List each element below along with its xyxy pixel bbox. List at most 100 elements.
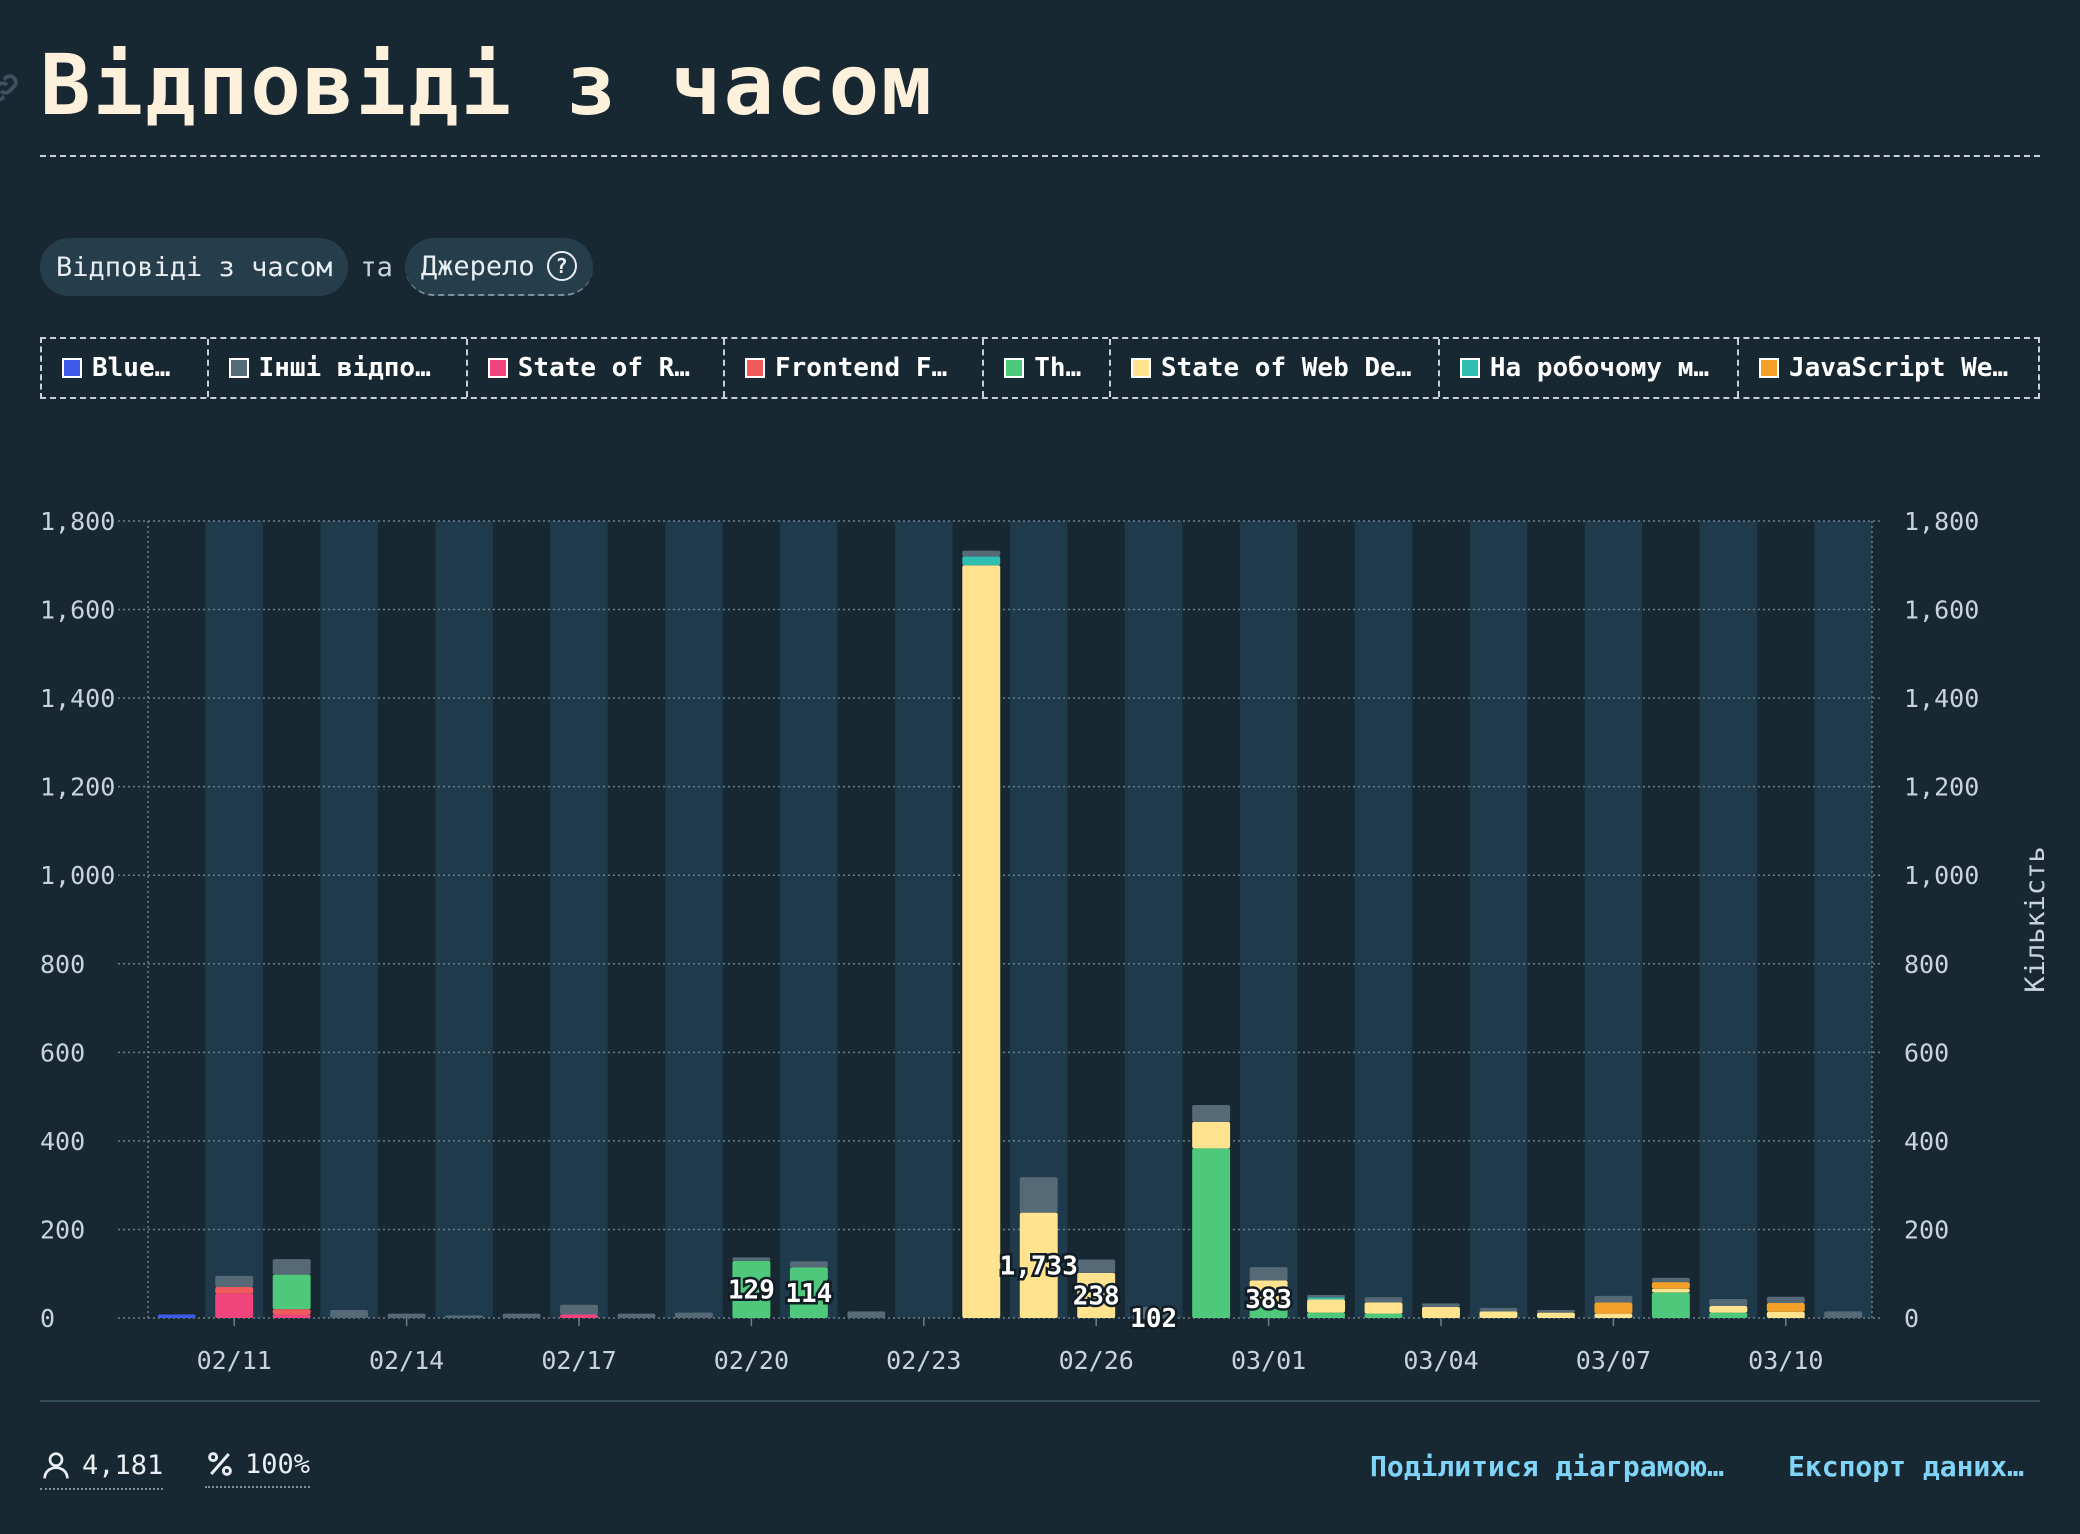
legend-label: Blue…: [92, 353, 171, 383]
variable-selector[interactable]: Відповіді з часом: [40, 238, 349, 296]
bar-segment: [272, 1274, 311, 1310]
legend-swatch: [1130, 358, 1151, 378]
bar-segment: [1766, 1311, 1805, 1318]
bar-segment: [215, 1287, 254, 1294]
bar-segment: [674, 1312, 713, 1318]
column-band: [1814, 521, 1872, 1318]
bar-segment: [1307, 1294, 1346, 1298]
export-data-link[interactable]: Експорт даних…: [1788, 1450, 2025, 1483]
legend-swatch: [1459, 358, 1480, 378]
title-divider: [40, 155, 2040, 157]
user-icon: [43, 1452, 69, 1479]
respondents-value: 4,181: [82, 1449, 164, 1481]
bar-segment: [445, 1315, 484, 1318]
legend-label: Інші відпо…: [258, 353, 431, 383]
bar-segment: [215, 1275, 254, 1288]
column-band: [320, 521, 378, 1318]
percent-value-box[interactable]: 100%: [205, 1448, 311, 1488]
facet-selector[interactable]: Джерело ?: [404, 238, 593, 296]
x-tick-label: 02/11: [197, 1346, 272, 1375]
help-icon[interactable]: ?: [546, 251, 577, 281]
bar-segment: [1536, 1312, 1575, 1318]
column-band: [550, 521, 608, 1318]
legend-item[interactable]: Th…: [984, 339, 1111, 397]
column-band: [1239, 521, 1298, 1318]
x-tick-label: 03/04: [1403, 1346, 1478, 1375]
bar-segment: [1766, 1302, 1805, 1312]
legend-label: Frontend F…: [774, 353, 948, 383]
bar-segment: [1192, 1121, 1231, 1149]
legend-item[interactable]: State of Web De…: [1111, 339, 1440, 397]
bar-segment: [1766, 1296, 1805, 1303]
bar-segment: [1307, 1312, 1346, 1318]
legend-label: State of R…: [517, 353, 690, 383]
legend-item[interactable]: Blue…: [42, 339, 209, 397]
footer-divider: [40, 1400, 2040, 1402]
link-icon[interactable]: [0, 70, 22, 106]
bar-segment: [732, 1260, 771, 1318]
y-tick-label-right: 1,200: [1904, 773, 1979, 802]
y-tick-label-right: 1,800: [1904, 507, 1979, 536]
y-tick-label-right: 1,000: [1904, 861, 1979, 890]
data-label: 1,733: [1000, 1251, 1078, 1281]
bar-segment: [789, 1261, 828, 1268]
data-label: 129: [728, 1275, 775, 1305]
bar-segment: [1594, 1313, 1633, 1318]
bar-segment: [1479, 1311, 1518, 1318]
chart-legend: Blue… Інші відпо… State of R… Frontend F… Th…: [40, 337, 2040, 399]
bar-segment: [215, 1293, 254, 1318]
bar-segment: [1077, 1259, 1116, 1273]
bar-segment: [1709, 1306, 1748, 1313]
bar-segment: [1422, 1303, 1460, 1307]
bar-segment: [1364, 1302, 1403, 1314]
bar-segment: [1422, 1306, 1460, 1318]
legend-item[interactable]: На робочому м…: [1440, 339, 1739, 397]
bar-segment: [617, 1313, 656, 1318]
facet-selector-label: Джерело: [420, 250, 535, 282]
y-tick-label-left: 0: [40, 1304, 55, 1333]
bar-segment: [272, 1314, 311, 1318]
column-band: [1124, 521, 1183, 1318]
data-label: 238: [1073, 1281, 1120, 1311]
data-label: 114: [785, 1279, 832, 1309]
bar-segment: [1307, 1297, 1346, 1300]
bar-segment: [1134, 1306, 1173, 1318]
legend-item[interactable]: State of R…: [468, 339, 725, 397]
bar-segment: [1651, 1288, 1690, 1293]
bar-segment: [1192, 1105, 1231, 1122]
x-tick-label: 03/01: [1231, 1346, 1306, 1375]
bar-segment: [1651, 1292, 1690, 1318]
column-band: [1699, 521, 1758, 1318]
share-chart-link[interactable]: Поділитися діаграмою…: [1370, 1450, 1725, 1483]
bar-segment: [272, 1259, 311, 1275]
y-tick-label-right: 200: [1904, 1215, 1949, 1244]
bar-segment: [847, 1311, 886, 1318]
legend-item[interactable]: Інші відпо…: [209, 339, 468, 397]
legend-swatch: [1004, 358, 1025, 378]
bar-segment: [1307, 1299, 1346, 1313]
column-band: [1469, 521, 1528, 1318]
bar-segment: [1594, 1302, 1633, 1314]
legend-label: На робочому м…: [1489, 353, 1710, 383]
column-band: [1354, 521, 1413, 1318]
column-band: [205, 521, 263, 1318]
connector-text: та: [360, 251, 393, 283]
query-controls: Відповіді з часом та Джерело ?: [40, 238, 593, 296]
legend-swatch: [487, 358, 508, 378]
bar-segment: [1019, 1177, 1058, 1213]
bar-segment: [789, 1267, 828, 1318]
legend-swatch: [1758, 358, 1779, 378]
respondents-count[interactable]: 4,181: [40, 1448, 164, 1490]
y-tick-label-right: 600: [1904, 1038, 1949, 1067]
percent-value: 100%: [245, 1448, 311, 1480]
y-tick-label-left: 600: [40, 1038, 85, 1067]
bar-segment: [1479, 1307, 1518, 1312]
bar-segment: [1651, 1282, 1690, 1289]
legend-item[interactable]: JavaScript We…: [1739, 339, 2038, 397]
bar-segment: [157, 1314, 196, 1318]
x-tick-label: 02/26: [1059, 1346, 1134, 1375]
bar-segment: [1077, 1272, 1116, 1318]
legend-item[interactable]: Frontend F…: [725, 339, 985, 397]
bar-segment: [962, 550, 1001, 557]
y-tick-label-right: 800: [1904, 950, 1949, 979]
